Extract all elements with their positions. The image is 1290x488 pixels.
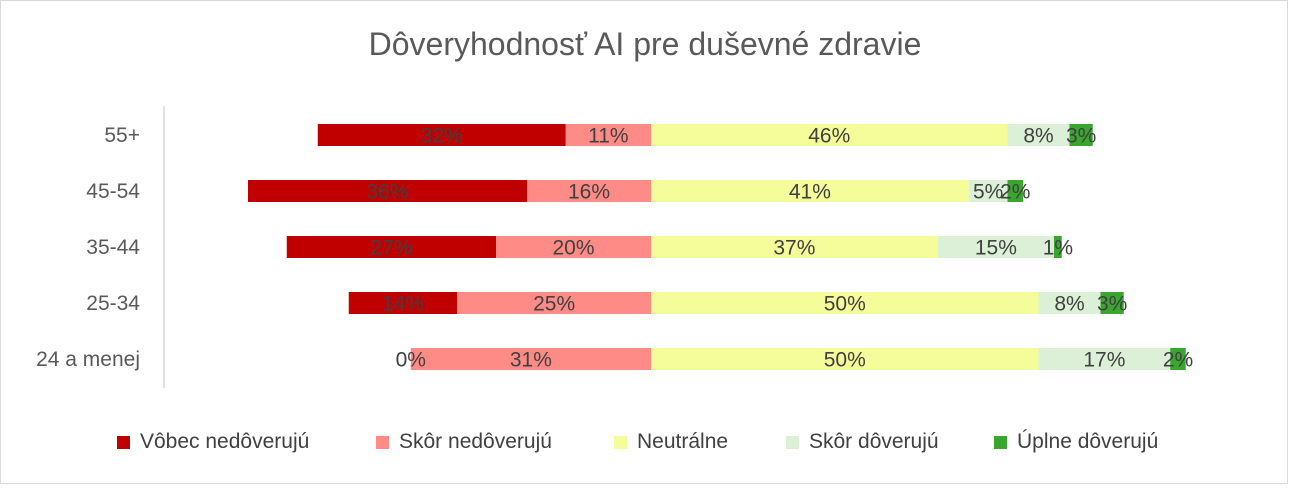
bar-segment — [1007, 180, 1023, 202]
bar-segment — [317, 124, 566, 146]
legend-label: Skôr dôverujú — [809, 430, 939, 453]
data-label: 50% — [824, 349, 866, 372]
category-label: 24 a menej — [36, 348, 140, 371]
data-label: 31% — [510, 349, 552, 372]
data-label: 2% — [1163, 349, 1193, 372]
data-label: 46% — [808, 125, 850, 148]
bar-segment — [457, 292, 651, 314]
bar-segment — [651, 180, 969, 202]
data-label: 25% — [533, 293, 575, 316]
bar-segment — [248, 180, 527, 202]
data-label: 20% — [552, 237, 594, 260]
bar-segment — [496, 236, 651, 258]
legend-swatch — [786, 435, 799, 449]
data-label: 1% — [1043, 237, 1073, 260]
bar-segment — [410, 348, 651, 370]
legend-swatch — [376, 435, 389, 449]
legend-swatch — [614, 435, 627, 449]
bar-segment — [1038, 348, 1171, 370]
legend-swatch — [994, 435, 1007, 449]
legend-item: Skôr nedôverujú — [376, 426, 552, 458]
chart-title: Dôveryhodnosť AI pre duševné zdravie — [368, 26, 922, 62]
data-label: 2% — [1000, 181, 1030, 204]
legend-item: Úplne dôverujú — [994, 426, 1158, 458]
category-label: 25-34 — [86, 292, 140, 315]
chart-legend: Vôbec nedôverujú Skôr nedôverujú Neutrálne… — [0, 426, 1290, 458]
data-label: 8% — [1023, 125, 1053, 148]
data-label: 3% — [1097, 293, 1127, 316]
bar-segment — [527, 180, 651, 202]
data-label: 14% — [382, 293, 424, 316]
data-label: 37% — [773, 237, 815, 260]
bar-segment — [651, 348, 1039, 370]
bar-segment — [937, 236, 1054, 258]
legend-label: Neutrálne — [637, 430, 729, 453]
data-label: 32% — [421, 125, 463, 148]
data-label: 0% — [396, 349, 426, 372]
bar-segment — [1054, 236, 1062, 258]
bar-segment — [286, 236, 496, 258]
legend-label: Skôr nedôverujú — [399, 430, 552, 453]
bar-segment — [565, 124, 651, 146]
bar-segment — [1038, 292, 1101, 314]
bar-segment — [1007, 124, 1070, 146]
category-label: 45-54 — [86, 180, 140, 203]
legend-item: Vôbec nedôverujú — [117, 426, 309, 458]
data-label: 17% — [1083, 349, 1125, 372]
data-label: 8% — [1054, 293, 1084, 316]
legend-item: Neutrálne — [614, 426, 728, 458]
category-label: 35-44 — [86, 236, 140, 259]
data-label: 11% — [588, 125, 628, 148]
bar-segment — [651, 236, 938, 258]
data-label: 16% — [568, 181, 610, 204]
data-label: 3% — [1066, 125, 1096, 148]
data-label: 15% — [975, 237, 1017, 260]
bar-segment — [651, 292, 1039, 314]
bar-segment — [651, 124, 1008, 146]
legend-label: Úplne dôverujú — [1017, 430, 1159, 453]
bar-segment — [1170, 348, 1186, 370]
data-label: 50% — [824, 293, 866, 316]
data-label: 27% — [370, 237, 412, 260]
data-label: 36% — [366, 181, 408, 204]
category-label: 55+ — [104, 124, 140, 147]
bar-segment — [1100, 292, 1124, 314]
bar-segment — [348, 292, 458, 314]
legend-label: Vôbec nedôverujú — [140, 430, 310, 453]
data-label: 5% — [973, 181, 1003, 204]
legend-item: Skôr dôverujú — [786, 426, 939, 458]
legend-swatch — [117, 435, 130, 449]
bar-segment — [1069, 124, 1093, 146]
data-label: 41% — [789, 181, 831, 204]
bar-segment — [968, 180, 1008, 202]
